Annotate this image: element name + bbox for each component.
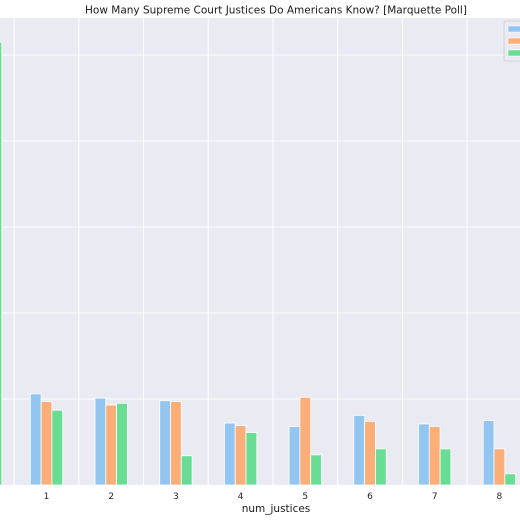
legend-swatch xyxy=(507,37,520,45)
bar xyxy=(40,401,53,486)
bar xyxy=(288,426,301,486)
bar xyxy=(374,448,387,486)
x-tick-labels: 1 2 3 4 5 6 7 8 xyxy=(44,492,503,502)
bar xyxy=(105,404,118,486)
legend-swatch xyxy=(507,49,520,57)
bar xyxy=(299,396,312,486)
x-tick-label: 1 xyxy=(44,492,50,502)
x-tick-label: 4 xyxy=(238,492,244,502)
bar xyxy=(418,423,430,486)
x-tick-label: 3 xyxy=(173,492,179,502)
bar xyxy=(493,448,506,486)
legend xyxy=(503,20,520,62)
bar xyxy=(94,397,107,486)
bar xyxy=(504,473,516,486)
bar xyxy=(245,432,258,486)
x-tick-label: 5 xyxy=(302,492,308,502)
bar xyxy=(51,409,64,486)
bar xyxy=(170,401,182,486)
legend-swatch xyxy=(507,25,520,33)
bar xyxy=(310,454,322,486)
bar xyxy=(353,414,365,486)
x-tick-label: 2 xyxy=(108,492,114,502)
plot-background xyxy=(0,18,520,485)
bar xyxy=(116,402,128,486)
grid xyxy=(0,18,520,485)
bar xyxy=(29,393,42,486)
bars xyxy=(0,41,516,486)
x-tick-label: 8 xyxy=(497,492,503,502)
bar xyxy=(159,400,171,486)
bar xyxy=(223,422,236,486)
x-tick-label: 6 xyxy=(367,492,373,502)
x-tick-label: 7 xyxy=(432,492,438,502)
bar xyxy=(482,420,495,486)
x-axis-label: num_justices xyxy=(242,503,311,515)
bar xyxy=(364,420,376,486)
chart-title: How Many Supreme Court Justices Do Ameri… xyxy=(85,5,467,17)
bar xyxy=(234,425,247,486)
bar xyxy=(439,448,452,486)
bar xyxy=(428,426,441,486)
bar-partial xyxy=(0,41,3,486)
bar xyxy=(180,455,193,486)
